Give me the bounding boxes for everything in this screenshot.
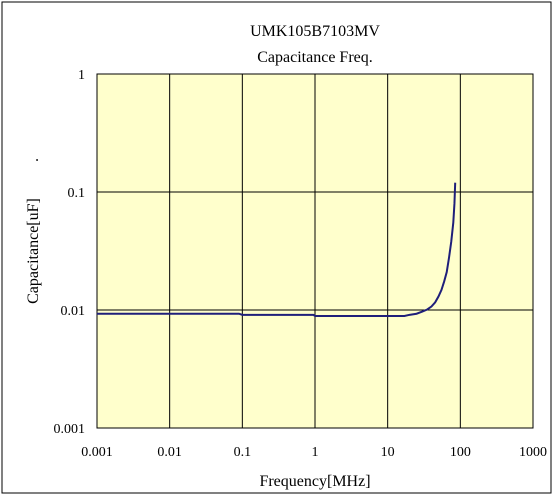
x-tick-label: 1	[312, 445, 319, 460]
series-line	[97, 182, 457, 317]
y-tick-label: 0.1	[68, 186, 86, 201]
y-axis-label-suffix: .	[25, 158, 42, 162]
y-tick-labels: 0.001 0.01 0.1 1	[54, 68, 86, 437]
chart-subtitle: Capacitance Freq.	[257, 49, 373, 66]
series-layer	[97, 182, 457, 317]
y-tick-label: 1	[78, 68, 85, 83]
x-tick-label: 100	[450, 445, 471, 460]
x-tick-label: 0.1	[234, 445, 252, 460]
x-tick-label: 0.001	[81, 445, 113, 460]
y-tick-label: 0.001	[54, 422, 86, 437]
x-tick-label: 0.01	[157, 445, 182, 460]
x-tick-labels: 0.001 0.01 0.1 1 10 100 1000	[81, 445, 547, 460]
x-tick-label: 1000	[519, 445, 547, 460]
x-axis-label: Frequency[MHz]	[259, 473, 370, 490]
x-tick-label: 10	[381, 445, 395, 460]
chart-title: UMK105B7103MV	[250, 23, 380, 40]
y-tick-label: 0.01	[61, 304, 86, 319]
y-axis-label: Capacitance[uF]	[25, 198, 42, 304]
grid	[97, 74, 533, 428]
